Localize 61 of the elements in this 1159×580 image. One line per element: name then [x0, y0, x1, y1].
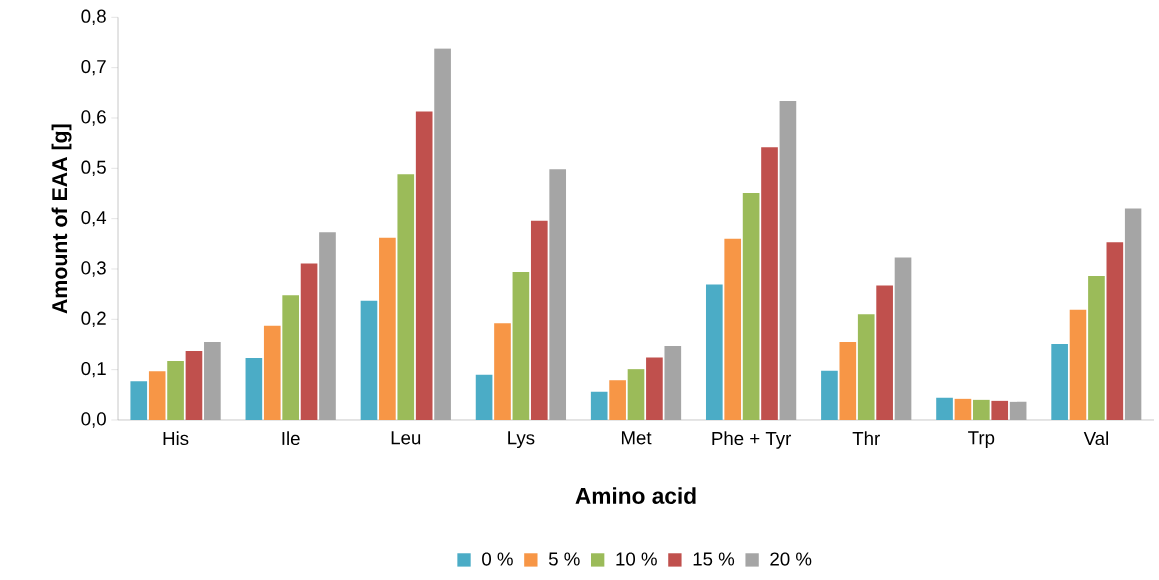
- bar: [590, 391, 608, 420]
- x-tick-label: Thr: [852, 431, 880, 445]
- bar: [167, 361, 184, 420]
- bar: [705, 284, 723, 420]
- bar: [530, 220, 548, 420]
- bar: [185, 351, 203, 420]
- x-tick-label: Lys: [508, 431, 535, 449]
- y-tick-label: 0,3: [81, 261, 106, 277]
- bar: [973, 399, 990, 420]
- bar: [821, 370, 838, 420]
- bar: [742, 192, 760, 420]
- bar: [724, 238, 742, 420]
- x-tick-label: Met: [621, 431, 652, 445]
- x-tick-label: Ile: [282, 431, 300, 446]
- y-tick-label: 0,0: [81, 412, 106, 428]
- legend-label: 10 %: [616, 552, 657, 566]
- x-tick-label: Val: [1083, 431, 1108, 446]
- bar: [415, 111, 433, 420]
- bar: [991, 400, 1009, 420]
- bar: [1106, 242, 1124, 420]
- y-tick-label: 0,1: [81, 361, 106, 378]
- bar: [857, 314, 875, 420]
- x-tick-label: His: [163, 431, 189, 446]
- x-axis-title: Amino acid: [575, 487, 696, 504]
- y-tick-label: 0,5: [81, 160, 106, 177]
- bar: [1051, 343, 1068, 420]
- bar: [379, 237, 396, 420]
- bar: [646, 357, 663, 420]
- bar: [1088, 276, 1105, 420]
- bar: [936, 397, 953, 420]
- y-axis-title: Amount of EAA [g]: [51, 124, 72, 314]
- y-tick-label: 0,8: [81, 9, 106, 26]
- bar: [360, 300, 378, 420]
- bar: [282, 295, 300, 420]
- legend-label: 20 %: [770, 552, 812, 566]
- bar: [475, 374, 493, 420]
- x-tick-label: Trp: [968, 431, 995, 449]
- bar: [876, 285, 893, 420]
- legend-label: 15 %: [693, 552, 735, 566]
- bar: [245, 358, 263, 420]
- x-tick-label: Leu: [391, 431, 421, 445]
- bar: [761, 147, 778, 420]
- y-tick-label: 0,4: [81, 210, 107, 227]
- bar: [609, 380, 626, 420]
- bar: [1069, 309, 1087, 420]
- bar: [148, 371, 166, 420]
- bar: [954, 398, 972, 420]
- bar: [263, 325, 281, 420]
- bar: [839, 341, 857, 420]
- bar: [512, 272, 530, 420]
- bar: [397, 174, 415, 420]
- bar: [130, 381, 148, 420]
- y-tick-label: 0,7: [81, 59, 106, 76]
- y-tick-label: 0,6: [81, 110, 106, 126]
- bar: [494, 323, 511, 420]
- legend-label: 0 %: [482, 552, 513, 566]
- bar: [627, 369, 645, 420]
- legend-label: 5 %: [548, 552, 580, 566]
- x-tick-label: Phe + Tyr: [712, 431, 792, 449]
- y-tick-label: 0,2: [81, 311, 106, 328]
- bar: [300, 263, 318, 420]
